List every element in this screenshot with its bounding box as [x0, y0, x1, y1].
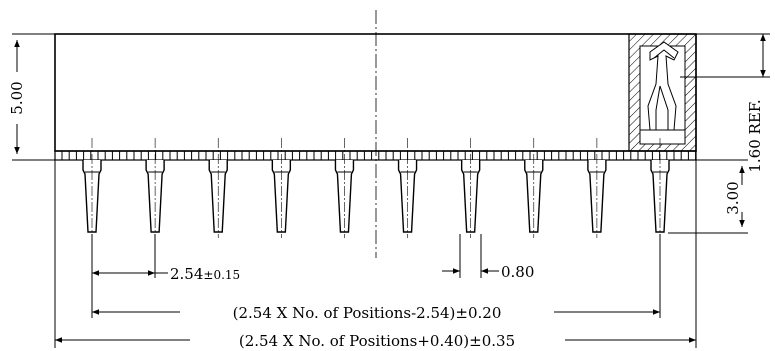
height-dimension: 5.00 [8, 33, 55, 161]
pin-length-dimension: 3.00 [668, 159, 748, 234]
pin [587, 138, 607, 238]
pin [145, 138, 165, 238]
total-span-dimension: (2.54 X No. of Positions+0.40)±0.35 [54, 160, 697, 350]
pin-row [82, 138, 670, 238]
pin [271, 138, 292, 238]
pin [460, 138, 481, 238]
pin-span-dimension: (2.54 X No. of Positions-2.54)±0.20 [92, 234, 661, 322]
pitch-dimension: 2.54±0.15 [91, 234, 240, 318]
contact-section [628, 33, 697, 152]
pitch-value: 2.54 [170, 265, 203, 283]
pin-length-label: 3.00 [724, 181, 742, 214]
height-label: 5.00 [8, 81, 26, 114]
pin-width-dimension: 0.80 [442, 234, 534, 281]
ref-label: 1.60 REF. [746, 99, 764, 172]
pin [334, 138, 355, 238]
housing-body [54, 33, 697, 152]
pin [524, 138, 544, 238]
pin [82, 138, 102, 238]
pin [650, 138, 670, 238]
pin-width-label: 0.80 [501, 263, 534, 281]
total-span-label: (2.54 X No. of Positions+0.40)±0.35 [239, 332, 515, 350]
pitch-label: 2.54±0.15 [170, 265, 240, 283]
pin-span-label: (2.54 X No. of Positions-2.54)±0.20 [233, 304, 502, 322]
ref-dimension: 1.60 REF. [680, 33, 770, 173]
pin [208, 138, 228, 238]
pitch-tolerance: ±0.15 [203, 268, 240, 282]
pin [397, 138, 418, 238]
base-strip [54, 150, 697, 161]
